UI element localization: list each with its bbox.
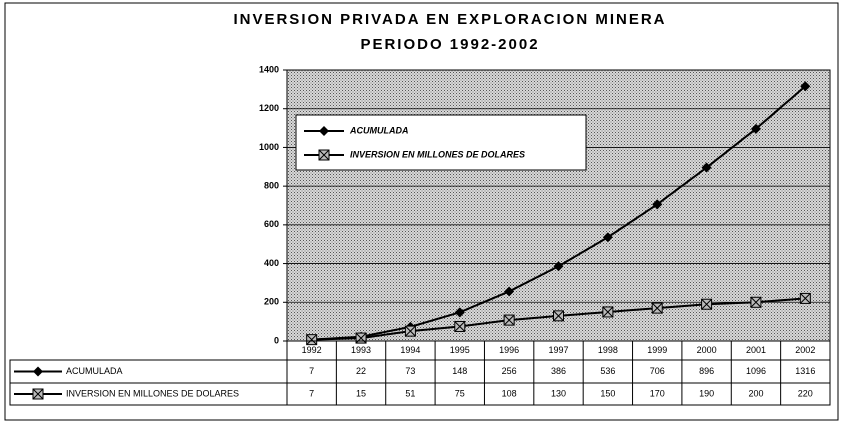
table-cell: 150 [600, 388, 615, 398]
table-row-label: ACUMULADA [66, 366, 123, 376]
y-tick-label: 1200 [259, 103, 279, 113]
frame [4, 2, 839, 421]
table-cell: 220 [798, 388, 813, 398]
plot-area [286, 69, 831, 342]
table-cell: 73 [405, 366, 415, 376]
point [503, 314, 515, 326]
marker-cross [701, 298, 712, 310]
point [553, 310, 564, 322]
table-cell: 51 [405, 388, 415, 398]
marker-cross [503, 314, 515, 326]
table-cell: 200 [748, 388, 763, 398]
table-cell: 7 [309, 366, 314, 376]
point [701, 162, 712, 173]
y-tick-label: 0 [274, 335, 279, 345]
table-cell: 1096 [746, 366, 766, 376]
point [799, 292, 811, 304]
y-tick-label: 1400 [259, 64, 279, 74]
y-tick-label: 200 [264, 297, 279, 307]
table-cell: 108 [502, 388, 517, 398]
point [454, 320, 466, 332]
point [750, 123, 761, 134]
y-tick-label: 600 [264, 219, 279, 229]
table-cell: 536 [600, 366, 615, 376]
table-cell: 896 [699, 366, 714, 376]
point [504, 286, 515, 297]
table-cell: 256 [502, 366, 517, 376]
table-cell: 22 [356, 366, 366, 376]
point [651, 302, 663, 314]
table-cell: 170 [650, 388, 665, 398]
marker-cross [318, 149, 330, 161]
legend-marker [319, 126, 329, 136]
point [602, 306, 614, 318]
point [355, 332, 367, 344]
point [701, 298, 713, 310]
table-legend-marker [32, 388, 44, 400]
point [652, 199, 663, 210]
table-cell: 190 [699, 388, 714, 398]
marker-cross [553, 310, 564, 322]
point [454, 307, 465, 318]
x-tick-label: 1998 [598, 345, 618, 355]
x-tick-label: 1995 [450, 345, 470, 355]
point [800, 81, 811, 92]
marker-cross [799, 293, 811, 304]
y-tick-label: 800 [264, 181, 279, 191]
table-cell: 386 [551, 366, 566, 376]
legend-label: ACUMULADA [349, 125, 409, 135]
table-row-label: INVERSION EN MILLONES DE DOLARES [66, 388, 239, 398]
marker-cross [405, 325, 416, 337]
point [306, 334, 318, 346]
table-legend-marker [33, 366, 43, 377]
legend-label: INVERSION EN MILLONES DE DOLARES [350, 149, 525, 159]
table-cell: 1316 [795, 366, 815, 376]
x-tick-label: 1992 [302, 345, 322, 355]
marker-cross [306, 334, 318, 345]
x-tick-label: 1996 [499, 345, 519, 355]
marker-cross [602, 306, 614, 318]
x-tick-label: 1997 [548, 345, 568, 355]
table-cell: 15 [356, 388, 366, 398]
legend-box [295, 114, 587, 171]
table-cell: 706 [650, 366, 665, 376]
y-tick-label: 400 [264, 258, 279, 268]
chart-subtitle: PERIODO 1992-2002 [360, 36, 539, 53]
x-tick-label: 2001 [746, 345, 766, 355]
point [602, 232, 613, 243]
point [750, 296, 762, 308]
marker-cross [32, 388, 44, 400]
x-tick-label: 2002 [795, 345, 815, 355]
table-cell: 148 [452, 366, 467, 376]
marker-cross [750, 296, 762, 308]
point [404, 325, 416, 337]
marker-cross [651, 302, 663, 314]
chart-title: INVERSION PRIVADA EN EXPLORACION MINERA [233, 11, 666, 28]
point [553, 261, 564, 272]
x-tick-label: 2000 [697, 345, 717, 355]
table-cell: 75 [455, 388, 465, 398]
x-tick-label: 1994 [400, 345, 420, 355]
y-tick-label: 1000 [259, 142, 279, 152]
table-cell: 7 [309, 388, 314, 398]
table-cell: 130 [551, 388, 566, 398]
marker-cross [454, 321, 466, 332]
x-tick-label: 1999 [647, 345, 667, 355]
x-tick-label: 1993 [351, 345, 371, 355]
legend-marker [318, 149, 330, 161]
